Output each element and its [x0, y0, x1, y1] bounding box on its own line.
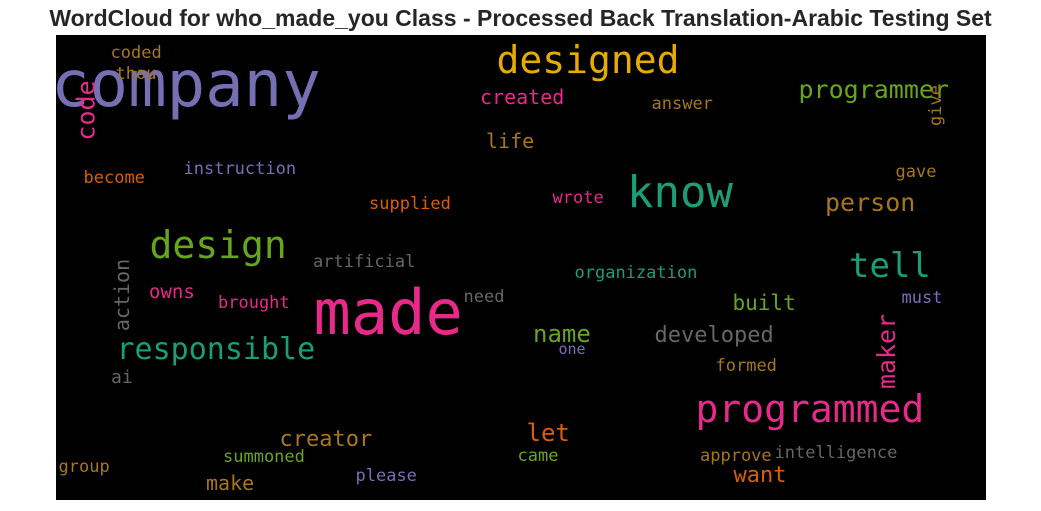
word-brought: brought	[218, 292, 290, 313]
word-group: group	[58, 456, 110, 477]
wordcloud-canvas: company made designed programmed know design r…	[56, 35, 986, 500]
word-made: made	[313, 276, 463, 349]
word-life: life	[486, 129, 535, 153]
word-name: name	[533, 320, 591, 348]
word-owns: owns	[149, 280, 195, 303]
word-summoned: summoned	[223, 446, 305, 467]
word-become: become	[83, 167, 145, 188]
word-maker: maker	[871, 313, 901, 389]
word-wrote: wrote	[552, 187, 604, 208]
word-design: design	[149, 223, 287, 267]
word-know: know	[627, 167, 733, 218]
word-person: person	[825, 187, 916, 217]
word-code: code	[71, 79, 101, 141]
word-instruction: instruction	[183, 158, 297, 179]
word-please: please	[355, 465, 417, 486]
word-came: came	[517, 445, 559, 466]
word-answer: answer	[651, 93, 713, 114]
word-company: company	[56, 48, 321, 122]
word-let: let	[526, 419, 570, 447]
chart-title: WordCloud for who_made_you Class - Proce…	[49, 5, 992, 31]
word-coded: coded	[110, 42, 162, 63]
word-creator: creator	[279, 427, 373, 452]
word-thou: thou	[115, 63, 157, 84]
word-ai: ai	[111, 367, 133, 388]
word-one: one	[558, 339, 586, 358]
word-tell: tell	[849, 246, 931, 286]
word-formed: formed	[715, 355, 777, 376]
word-programmed: programmed	[695, 387, 925, 431]
word-approve: approve	[700, 445, 772, 466]
word-make: make	[206, 471, 255, 495]
word-responsible: responsible	[116, 332, 316, 367]
word-intelligence: intelligence	[774, 442, 898, 463]
word-give: give	[925, 84, 946, 126]
word-created: created	[480, 85, 565, 109]
word-built: built	[732, 290, 796, 315]
word-organization: organization	[574, 262, 698, 283]
word-gave: gave	[895, 161, 937, 182]
word-artificial: artificial	[313, 251, 416, 272]
word-programmer: programmer	[798, 74, 950, 104]
word-designed: designed	[496, 38, 680, 82]
word-must: must	[901, 287, 943, 308]
word-developed: developed	[654, 323, 774, 348]
word-supplied: supplied	[369, 193, 451, 214]
word-action: action	[110, 258, 135, 332]
word-need: need	[463, 286, 505, 307]
word-want: want	[733, 463, 787, 488]
